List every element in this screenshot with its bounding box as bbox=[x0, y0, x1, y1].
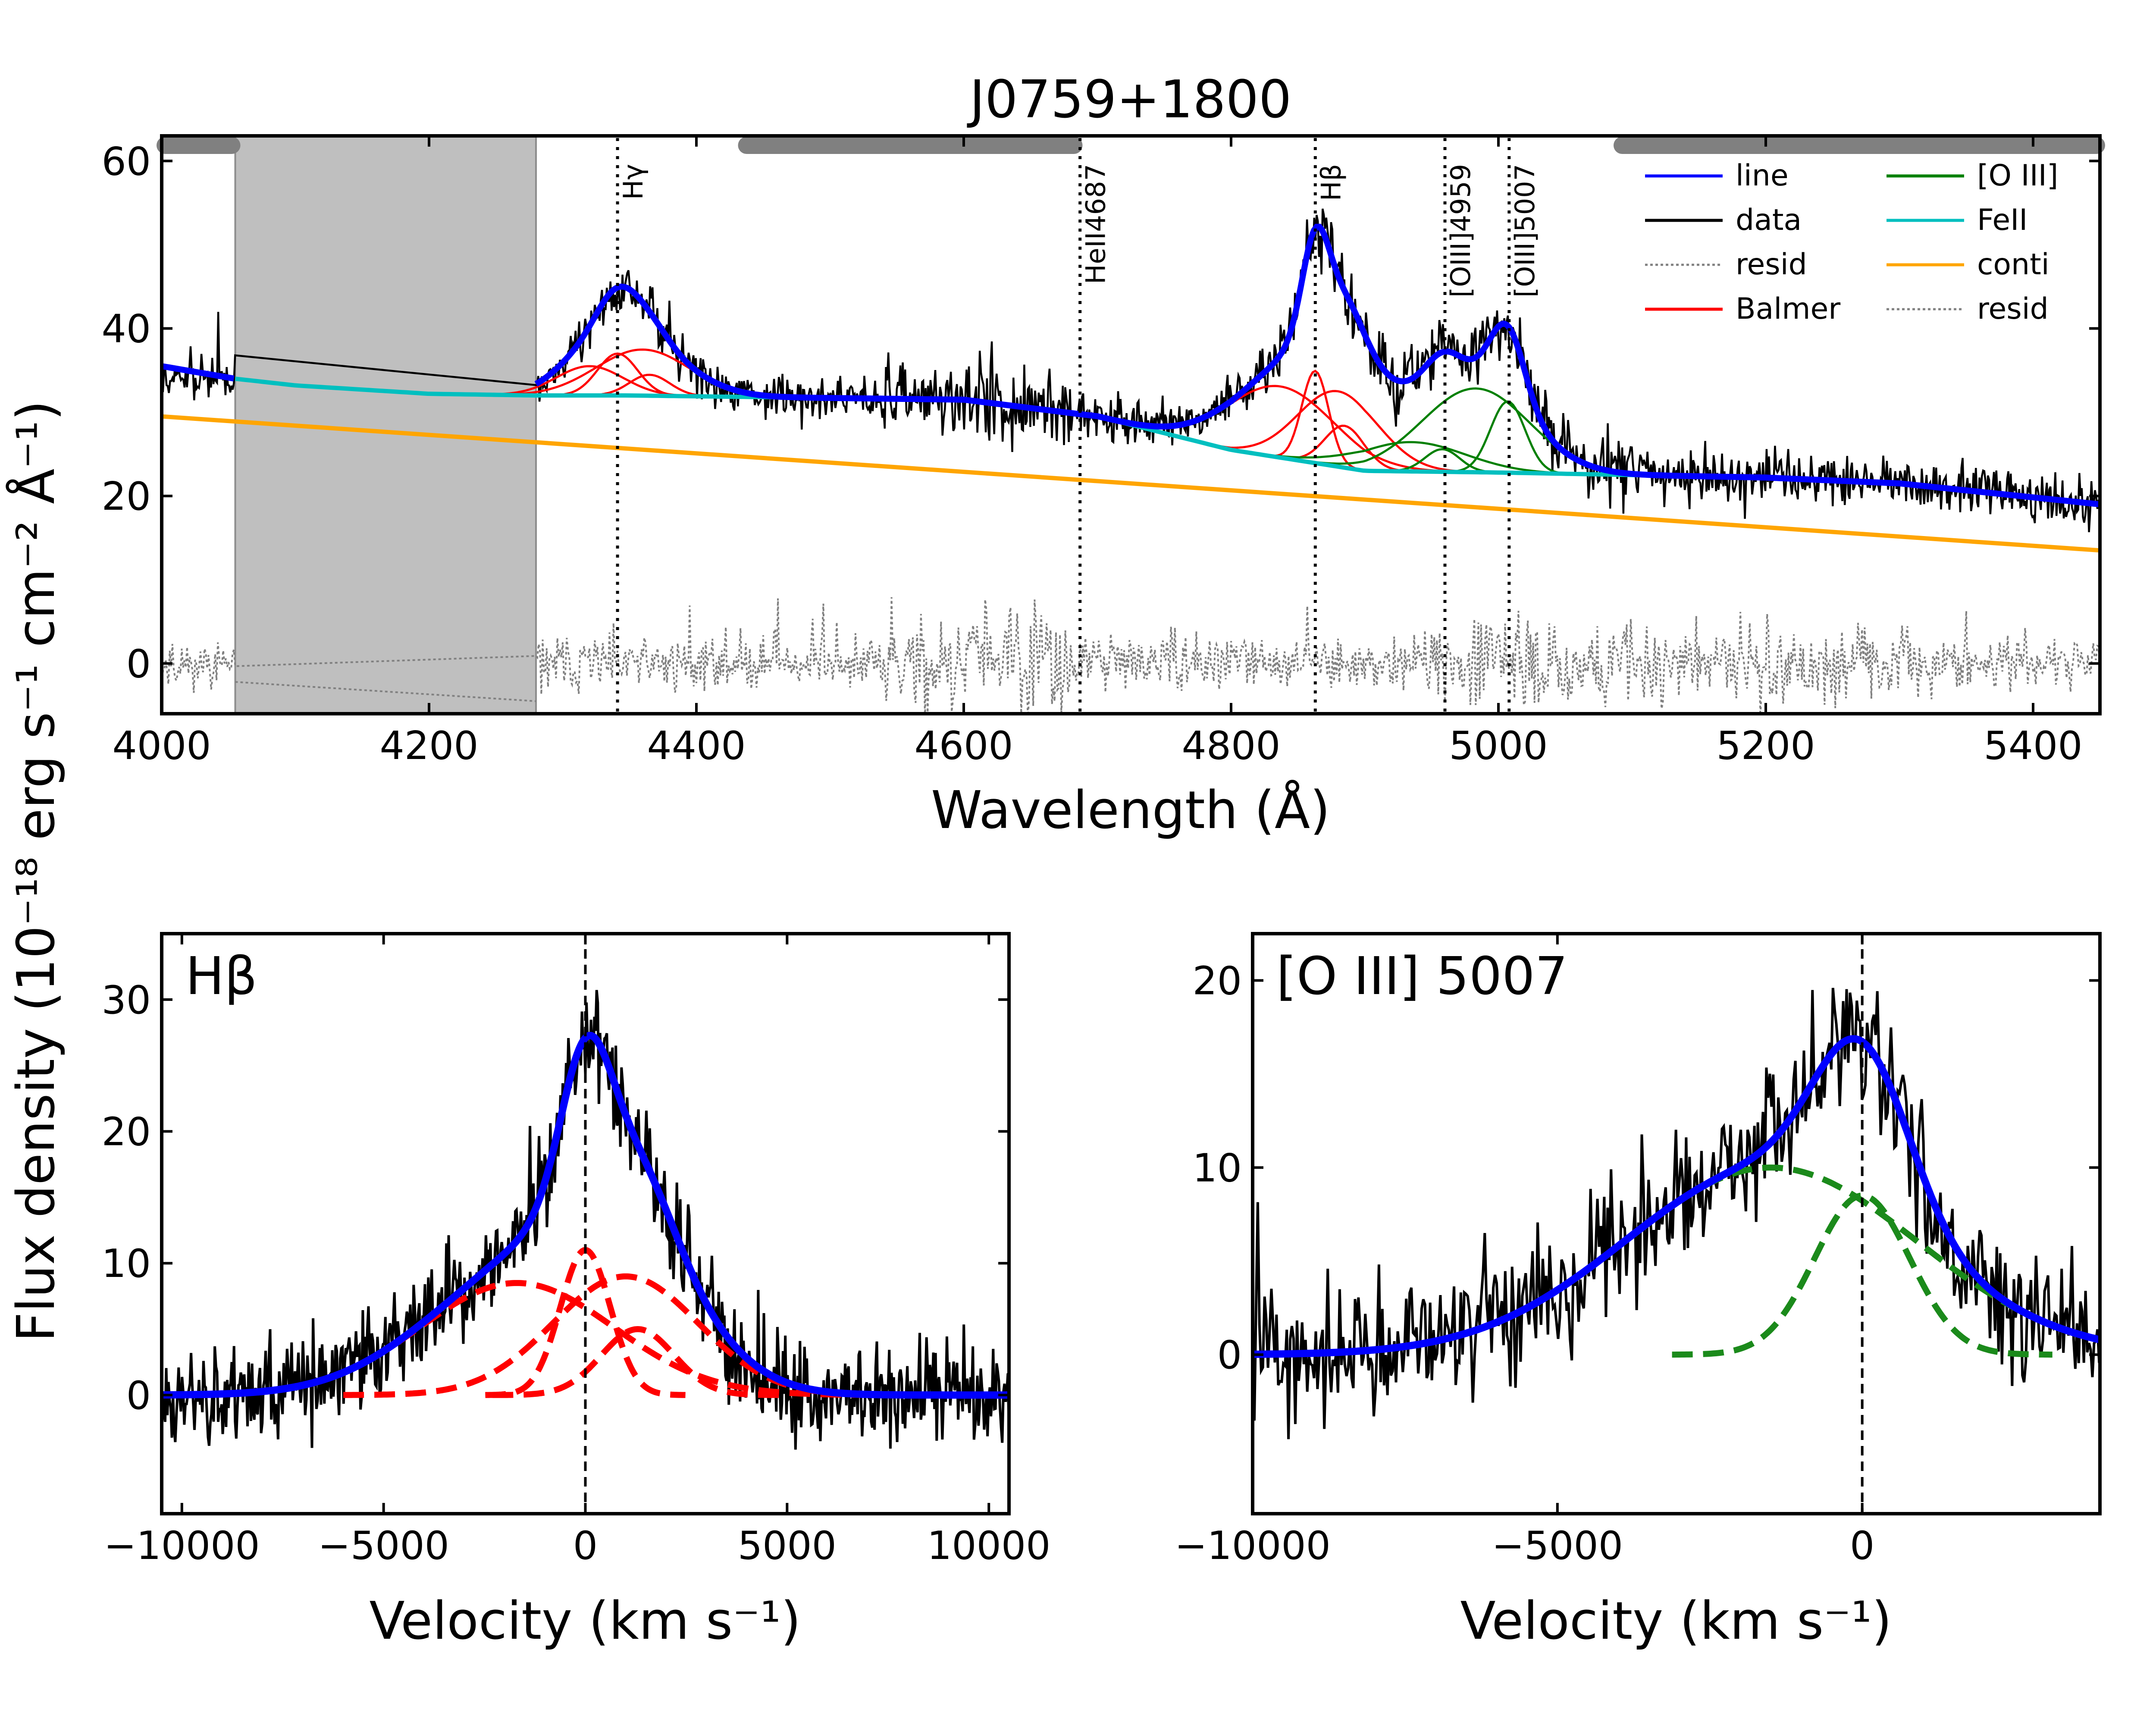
oiii-panel: −10000 −5000 0 0 10 20 [O III] 5007 Velocity … bbox=[1175, 932, 2102, 1651]
hbeta-axes: −10000 −5000 0 5000 10000 0 10 20 30 bbox=[101, 934, 1050, 1568]
line-marker-label: HeII4687 bbox=[1080, 164, 1112, 284]
residual-gap-line bbox=[235, 681, 536, 702]
oiii-x-tick-label: −10000 bbox=[1175, 1523, 1331, 1568]
spectrum-y-tick-label: 40 bbox=[101, 307, 151, 352]
oiii-component-line bbox=[1495, 1164, 2100, 1342]
spectrum-y-tick-label: 0 bbox=[126, 641, 151, 687]
spectrum-x-tick-label: 4000 bbox=[112, 723, 211, 768]
legend-label: Balmer bbox=[1736, 292, 1840, 326]
spectrum-x-tick-label: 5000 bbox=[1449, 723, 1548, 768]
oiii-model-line bbox=[1253, 1035, 2100, 1358]
spectrum-x-tick-label: 4400 bbox=[647, 723, 746, 768]
hbeta-plot-area bbox=[162, 934, 1009, 1514]
line-marker-label: Hγ bbox=[617, 164, 649, 200]
model-line-left bbox=[162, 363, 235, 382]
oiii-y-tick-label: 0 bbox=[1217, 1333, 1242, 1378]
oiii-x-tick-label: −5000 bbox=[1492, 1523, 1623, 1568]
legend-label: line bbox=[1736, 159, 1789, 193]
legend-label: [O III] bbox=[1977, 159, 2058, 193]
legend-label: conti bbox=[1977, 248, 2049, 282]
oiii-observed-line bbox=[1253, 988, 2100, 1440]
hbeta-model-line bbox=[162, 1032, 1009, 1399]
hbeta-component-line bbox=[492, 1326, 783, 1398]
residual-line bbox=[162, 597, 2100, 714]
spectrum-x-tick-label: 4600 bbox=[914, 723, 1013, 768]
spectrum-panel: J0759+1800 Hγ HeII4687 Hβ [OIII]4959 [OIII]5… bbox=[101, 70, 2105, 841]
oiii-component-line bbox=[1672, 1192, 2053, 1358]
hbeta-component-line bbox=[343, 1273, 916, 1398]
shared-y-axis-label: Flux density (10⁻¹⁸ erg s⁻¹ cm⁻² Å⁻¹) bbox=[6, 400, 66, 1342]
legend-label: FeII bbox=[1977, 203, 2028, 237]
legend-label: data bbox=[1736, 203, 1802, 237]
legend-label: resid bbox=[1736, 248, 1807, 282]
spectrum-axes-frame bbox=[160, 134, 2102, 715]
oiii-axes-frame bbox=[1251, 932, 2102, 1515]
spectrum-x-tick-label: 4800 bbox=[1181, 723, 1280, 768]
spectrum-y-tick-label: 20 bbox=[101, 474, 151, 519]
line-marker-label: [OIII]5007 bbox=[1509, 164, 1541, 298]
oiii-y-tick-label: 10 bbox=[1192, 1145, 1242, 1191]
oiii-axes: −10000 −5000 0 0 10 20 bbox=[1175, 934, 2100, 1568]
spectrum-axes: 4000 4200 4400 4600 4800 5000 5200 5400 0 20 40 60 bbox=[101, 136, 2100, 768]
legend: line data resid Balmer [O III] FeII conti resid bbox=[1645, 159, 2058, 326]
hbeta-y-tick-label: 30 bbox=[101, 978, 151, 1023]
continuum-line bbox=[162, 414, 2100, 553]
spectrum-x-tick-label: 5400 bbox=[1984, 723, 2082, 768]
legend-label: resid bbox=[1977, 292, 2049, 326]
line-marker-label: [OIII]4959 bbox=[1445, 164, 1476, 298]
spectrum-y-tick-label: 60 bbox=[101, 139, 151, 184]
spectrum-title: J0759+1800 bbox=[967, 70, 1292, 130]
hbeta-panel: −10000 −5000 0 5000 10000 0 10 20 30 Hβ Velocity… bbox=[101, 932, 1050, 1651]
line-marker-label: Hβ bbox=[1315, 164, 1347, 201]
spectrum-x-tick-label: 4200 bbox=[379, 723, 478, 768]
model-line bbox=[534, 223, 2100, 508]
oiii-y-tick-label: 20 bbox=[1192, 958, 1242, 1004]
emission-line-markers: Hγ HeII4687 Hβ [OIII]4959 [OIII]5007 bbox=[616, 138, 1541, 712]
oiii-panel-title: [O III] 5007 bbox=[1276, 947, 1568, 1007]
spectrum-plot-area bbox=[162, 208, 2100, 714]
hbeta-y-tick-label: 0 bbox=[126, 1373, 151, 1418]
spectrum-x-tick-label: 5200 bbox=[1716, 723, 1815, 768]
hbeta-x-tick-label: 0 bbox=[573, 1523, 598, 1568]
spectrum-x-axis-label: Wavelength (Å) bbox=[931, 780, 1330, 841]
hbeta-x-tick-label: −10000 bbox=[104, 1523, 260, 1568]
hbeta-y-tick-label: 10 bbox=[101, 1241, 151, 1286]
hbeta-x-tick-label: 10000 bbox=[927, 1523, 1050, 1568]
oiii-plot-area bbox=[1253, 934, 2100, 1514]
hbeta-x-tick-label: 5000 bbox=[738, 1523, 837, 1568]
hbeta-x-tick-label: −5000 bbox=[318, 1523, 449, 1568]
hbeta-x-axis-label: Velocity (km s⁻¹) bbox=[369, 1591, 801, 1651]
hbeta-panel-title: Hβ bbox=[185, 947, 257, 1007]
hbeta-y-tick-label: 20 bbox=[101, 1110, 151, 1155]
oiii-x-axis-label: Velocity (km s⁻¹) bbox=[1460, 1591, 1892, 1651]
balmer-component-line bbox=[1261, 370, 1369, 472]
oiii-x-tick-label: 0 bbox=[1850, 1523, 1874, 1568]
